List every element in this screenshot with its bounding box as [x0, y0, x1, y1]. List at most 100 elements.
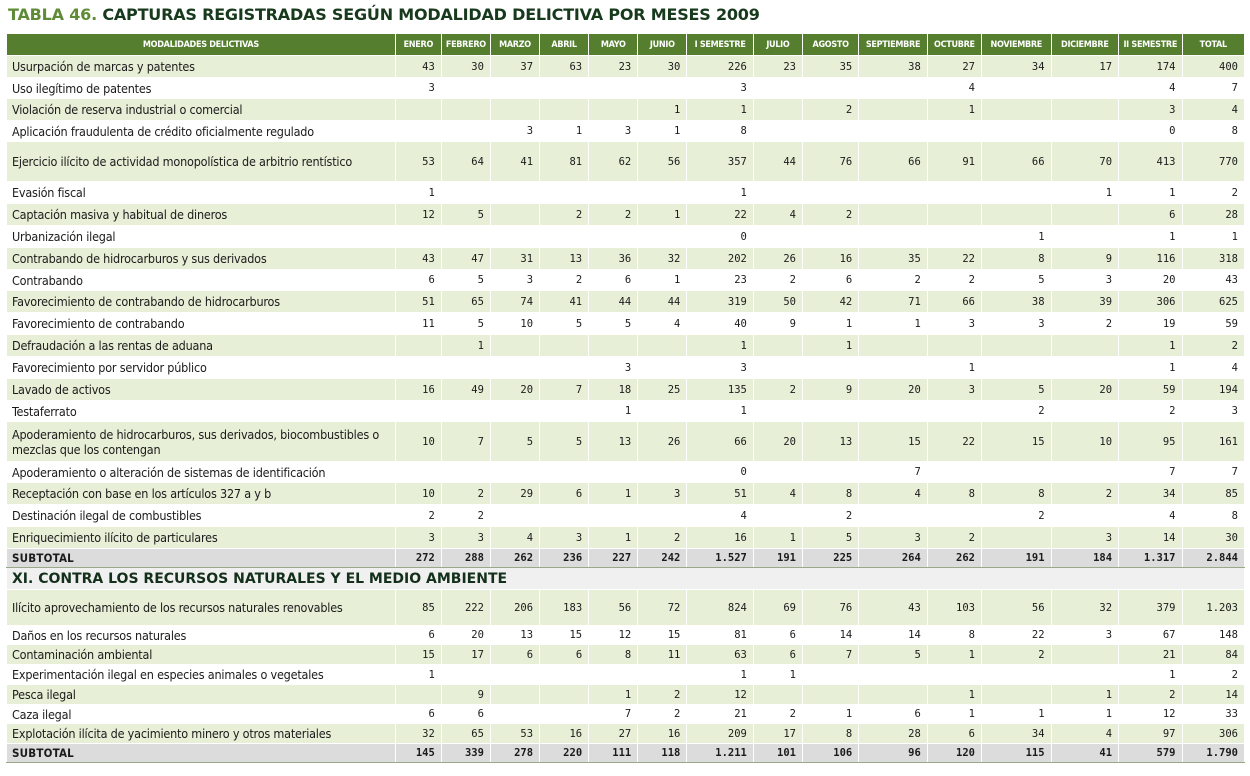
cell-value	[926, 203, 983, 226]
column-header: ENERO	[394, 33, 442, 56]
cell-value: 3	[981, 312, 1052, 335]
cell-value: 1	[588, 526, 639, 549]
cell-value: 103	[926, 589, 983, 626]
cell-value	[637, 225, 688, 248]
cell-value: 6	[539, 482, 590, 505]
cell-value: 3	[588, 356, 639, 379]
cell-value: 2	[1181, 664, 1245, 685]
cell-value	[489, 684, 541, 705]
cell-value: 306	[1118, 290, 1183, 313]
cell-value: 2	[801, 203, 860, 226]
cell-value: 1	[926, 704, 983, 724]
cell-value: 2	[981, 504, 1052, 527]
cell-value: 53	[489, 723, 541, 744]
cell-value: 15	[858, 421, 928, 462]
cell-value	[858, 664, 928, 685]
cell-value: 625	[1181, 290, 1245, 313]
cell-value	[489, 77, 541, 99]
row-label: Receptación con base en los artículos 32…	[6, 482, 396, 505]
cell-value: 33	[1181, 704, 1245, 724]
cell-value: 1.527	[686, 548, 754, 568]
cell-value: 23	[686, 269, 754, 291]
cell-value: 6	[752, 625, 803, 645]
cell-value	[926, 120, 983, 142]
cell-value: 22	[686, 203, 754, 226]
cell-value: 95	[1118, 421, 1183, 462]
cell-value: 2	[394, 504, 442, 527]
cell-value	[440, 461, 491, 483]
cell-value: 2	[637, 526, 688, 549]
header-row: MODALIDADES DELICTIVAS ENERO FEBRERO MARZO A…	[6, 33, 1245, 56]
cell-value: 85	[394, 589, 442, 626]
subtotal-row: SUBTOTAL 145 339 278 220 111 118 1.211 101 106 96 1…	[6, 743, 1245, 763]
cell-value: 22	[981, 625, 1052, 645]
cell-value: 16	[637, 723, 688, 744]
cell-value: 1	[440, 334, 491, 357]
cell-value	[588, 504, 639, 527]
cell-value	[981, 664, 1052, 685]
cell-value: 84	[1181, 644, 1245, 665]
cell-value: 4	[858, 482, 928, 505]
cell-value: 8	[981, 247, 1052, 270]
row-label: Ejercicio ilícito de actividad monopolís…	[6, 141, 396, 182]
cell-value	[858, 356, 928, 379]
cell-value: 20	[1050, 378, 1120, 401]
cell-value: 306	[1181, 723, 1245, 744]
cell-value: 319	[686, 290, 754, 313]
cell-value: 2	[440, 482, 491, 505]
cell-value: 400	[1181, 55, 1245, 78]
cell-value: 72	[637, 589, 688, 626]
cell-value: 28	[858, 723, 928, 744]
table-row: Uso ilegítimo de patentes 3 3 4 4 7	[6, 77, 1245, 99]
cell-value: 2	[981, 644, 1052, 665]
cell-value	[440, 181, 491, 204]
cell-value: 40	[686, 312, 754, 335]
cell-value	[1050, 77, 1120, 99]
cell-value: 145	[394, 743, 442, 763]
cell-value: 183	[539, 589, 590, 626]
cell-value	[637, 181, 688, 204]
cell-value: 1	[588, 684, 639, 705]
cell-value	[539, 181, 590, 204]
row-label: Favorecimiento de contrabando	[6, 312, 396, 335]
cell-value	[981, 684, 1052, 705]
cell-value: 30	[1181, 526, 1245, 549]
cell-value: 18	[588, 378, 639, 401]
cell-value	[858, 77, 928, 99]
cell-value: 174	[1118, 55, 1183, 78]
cell-value: 31	[489, 247, 541, 270]
cell-value: 225	[801, 548, 860, 568]
cell-value: 43	[394, 55, 442, 78]
cell-value	[637, 664, 688, 685]
table-row: Contrabando 6 5 3 2 6 1 23 2 6 2 2 5 3 20 43	[6, 269, 1245, 291]
cell-value	[926, 504, 983, 527]
cell-value	[858, 504, 928, 527]
cell-value: 5	[858, 644, 928, 665]
cell-value	[752, 120, 803, 142]
cell-value: 63	[539, 55, 590, 78]
cell-value	[440, 120, 491, 142]
cell-value: 8	[926, 625, 983, 645]
cell-value: 51	[394, 290, 442, 313]
cell-value	[394, 334, 442, 357]
cell-value: 3	[686, 77, 754, 99]
cell-value: 4	[752, 482, 803, 505]
cell-value	[637, 356, 688, 379]
row-label: Daños en los recursos naturales	[6, 625, 396, 645]
cell-value: 7	[539, 378, 590, 401]
cell-value: 91	[926, 141, 983, 182]
cell-value: 1	[1118, 225, 1183, 248]
cell-value: 1	[686, 334, 754, 357]
cell-value: 15	[394, 644, 442, 665]
cell-value: 44	[752, 141, 803, 182]
cell-value: 67	[1118, 625, 1183, 645]
table-row: Captación masiva y habitual de dineros 12…	[6, 203, 1245, 226]
cell-value	[752, 461, 803, 483]
cell-value	[1050, 203, 1120, 226]
cell-value	[588, 334, 639, 357]
cell-value: 1	[588, 482, 639, 505]
cell-value: 3	[637, 482, 688, 505]
cell-value: 191	[981, 548, 1052, 568]
cell-value: 579	[1118, 743, 1183, 763]
cell-value: 6	[858, 704, 928, 724]
